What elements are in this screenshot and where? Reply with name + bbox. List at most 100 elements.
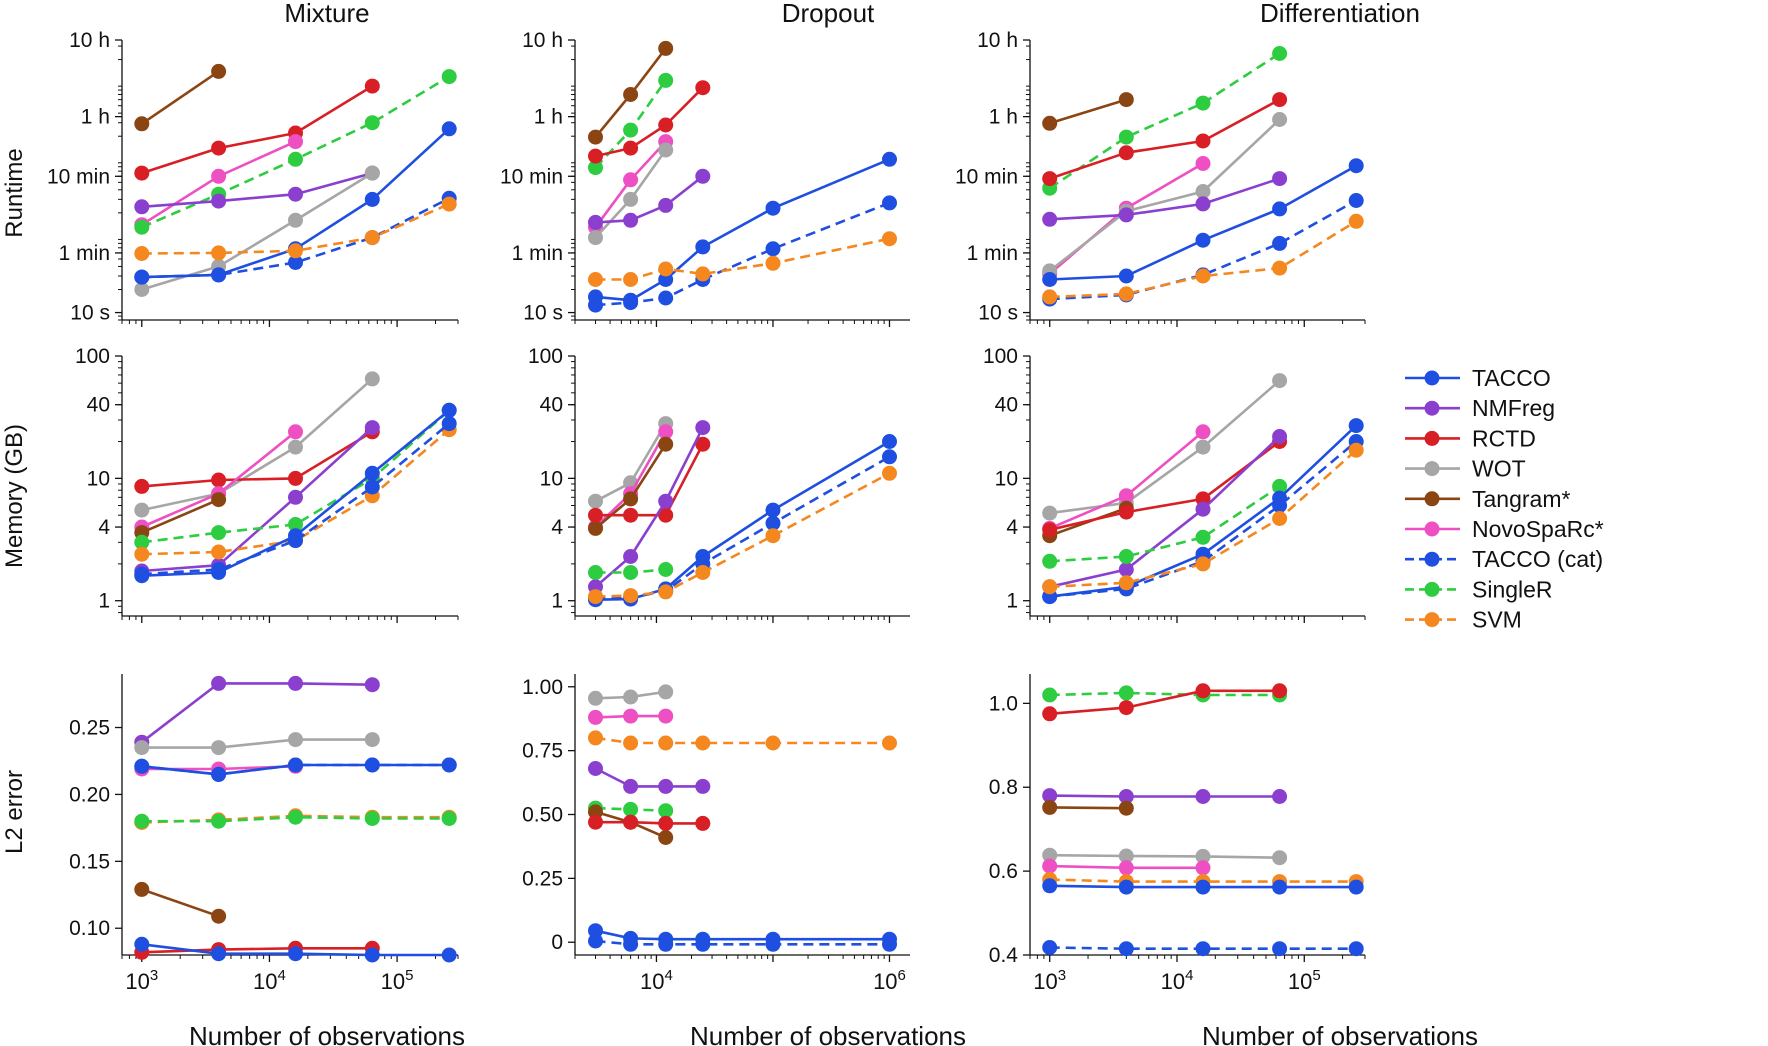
series-line-svm	[595, 736, 890, 745]
series-nmfreg	[1042, 171, 1288, 227]
legend: TACCO NMFreg RCTD WOT Tangram* NovoSpaRc* TACC…	[1405, 365, 1604, 633]
data-point-wot	[658, 142, 674, 158]
data-point-tangram	[211, 492, 227, 508]
data-point-novosparc	[623, 708, 639, 724]
series-rctd	[134, 424, 380, 494]
series-line-tacco	[595, 929, 890, 941]
data-point-singler	[1118, 685, 1134, 701]
data-point-tacco	[882, 151, 897, 167]
series-line-nmfreg	[595, 175, 704, 224]
series-line-svm	[1049, 220, 1357, 299]
legend-item-svm: SVM	[1405, 607, 1522, 633]
series-line-tangram	[141, 70, 220, 125]
data-point-rctd	[1195, 491, 1211, 507]
data-point-singler	[1042, 553, 1058, 569]
data-point-taccocat	[1195, 941, 1211, 957]
data-point-novosparc	[658, 708, 674, 724]
y-tick-label: 100	[983, 345, 1018, 368]
series-singler	[1042, 478, 1288, 569]
legend-swatch-marker	[1424, 612, 1440, 628]
legend-item-novosparc: NovoSpaRc*	[1405, 516, 1604, 542]
data-point-tangram	[1042, 115, 1058, 131]
data-point-wot	[211, 740, 227, 756]
legend-item-wot: WOT	[1405, 456, 1526, 482]
series-line-svm	[1049, 449, 1358, 589]
data-point-wot	[1042, 505, 1058, 521]
data-point-tangram	[658, 40, 674, 56]
data-point-tangram	[1042, 799, 1058, 815]
column-title-mixture: Mixture	[284, 0, 369, 28]
data-point-taccocat	[441, 416, 457, 432]
y-tick-label: 100	[75, 345, 110, 368]
data-point-nmfreg	[695, 778, 711, 794]
y-tick-label: 10 s	[523, 302, 563, 325]
data-point-wot	[588, 690, 603, 706]
series-line-nmfreg	[141, 682, 373, 744]
data-point-taccocat	[882, 936, 897, 952]
data-point-taccocat	[882, 195, 897, 211]
x-tick-label: 103	[125, 967, 158, 994]
data-point-nmfreg	[623, 549, 639, 564]
data-point-wot	[1042, 847, 1058, 863]
data-point-novosparc	[1118, 488, 1134, 504]
series-line-rctd	[141, 430, 373, 488]
data-point-taccocat	[1272, 498, 1288, 513]
data-point-tacco	[1042, 272, 1058, 287]
legend-item-tangram: Tangram*	[1405, 486, 1570, 512]
legend-label: TACCO (cat)	[1472, 546, 1603, 572]
series-tacco	[134, 936, 457, 963]
series-rctd	[1042, 434, 1288, 538]
series-line-tacco	[1049, 164, 1357, 281]
data-point-singler	[134, 534, 150, 550]
data-point-singler	[134, 219, 150, 235]
y-tick-label: 0.4	[989, 944, 1019, 967]
series-novosparc	[588, 708, 674, 725]
data-point-tacco	[588, 923, 603, 939]
legend-item-tacco: TACCO	[1405, 365, 1551, 391]
data-point-rctd	[695, 815, 711, 831]
series-line-taccocat	[1049, 199, 1357, 301]
data-point-nmfreg	[695, 168, 711, 184]
y-tick-label: 1	[1006, 590, 1018, 613]
data-point-taccocat	[1348, 941, 1364, 957]
data-point-singler	[588, 565, 603, 580]
data-point-tangram	[1118, 800, 1134, 816]
data-point-taccocat	[882, 449, 897, 465]
data-point-svm	[765, 255, 781, 271]
series-wot	[588, 684, 674, 706]
data-point-tangram	[658, 830, 674, 845]
data-point-svm	[1195, 268, 1211, 284]
data-point-tangram	[211, 63, 227, 79]
x-tick-label: 104	[1161, 967, 1194, 994]
y-tick-label: 10	[995, 467, 1018, 490]
data-point-svm	[1348, 442, 1364, 458]
data-point-novosparc	[211, 168, 227, 184]
data-point-rctd	[623, 814, 639, 830]
y-tick-label: 0.6	[989, 860, 1018, 883]
legend-label: RCTD	[1472, 425, 1536, 451]
series-line-tangram	[141, 498, 220, 534]
panel-dropout-runtime: 10 s 1 min 10 min 1 h 10 h	[500, 29, 910, 327]
series-line-svm	[595, 237, 890, 281]
series-svm	[134, 196, 457, 261]
data-point-rctd	[658, 117, 674, 133]
y-tick-label: 10 min	[500, 165, 563, 188]
y-tick-label: 1.00	[522, 676, 563, 699]
y-tick-label: 4	[1006, 516, 1018, 539]
legend-label: SingleR	[1472, 576, 1553, 602]
y-tick-label: 0.8	[989, 776, 1018, 799]
data-point-taccocat	[765, 241, 781, 257]
data-point-nmfreg	[1118, 789, 1134, 804]
series-svm	[1042, 213, 1364, 305]
y-tick-label: 100	[528, 345, 563, 368]
series-nmfreg	[588, 761, 711, 794]
data-point-tacco	[1272, 879, 1288, 895]
data-point-wot	[623, 689, 639, 705]
data-point-tacco	[134, 936, 150, 952]
legend-item-singler: SingleR	[1405, 576, 1553, 602]
data-point-svm	[658, 584, 674, 600]
legend-item-rctd: RCTD	[1405, 425, 1536, 451]
y-tick-label: 1 min	[59, 242, 110, 265]
panel-differentiation-runtime: 10 s 1 min 10 min 1 h 10 h	[955, 29, 1366, 327]
data-point-tacco	[1348, 158, 1364, 174]
